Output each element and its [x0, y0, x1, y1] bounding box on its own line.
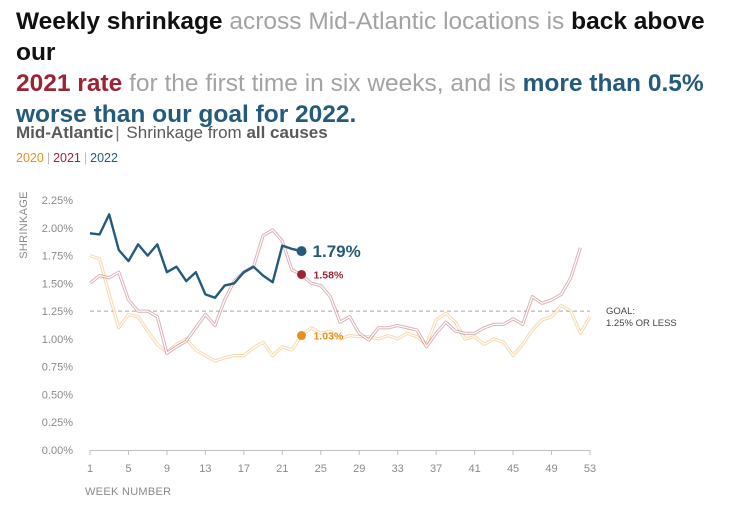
y-tick-label: 1.75%: [42, 251, 73, 263]
series-line-2021-core: [89, 229, 581, 354]
series-line-2022: [89, 213, 302, 299]
y-tick-label: 1.25%: [42, 306, 73, 318]
x-tick-label: 41: [468, 463, 480, 475]
legend-item-2020: 2020: [16, 151, 44, 165]
marker-label-2021: 1.58%: [314, 269, 344, 281]
marker-2020: [297, 331, 307, 341]
y-tick-label: 2.00%: [42, 223, 73, 235]
x-tick-label: 13: [199, 463, 211, 475]
marker-2021: [297, 269, 307, 279]
headline: Weekly shrinkage across Mid-Atlantic loc…: [16, 6, 736, 130]
x-tick-label: 49: [545, 463, 557, 475]
headline-part-2: across Mid-Atlantic locations is: [222, 8, 572, 35]
y-tick-label: 1.50%: [42, 278, 73, 290]
headline-part-7: more than 0.5% worse than our goal for 2…: [16, 70, 704, 128]
subtitle-text: Shrinkage from: [121, 123, 247, 142]
subtitle-separator: |: [115, 123, 120, 142]
series-2021: [88, 228, 582, 355]
x-tick-label: 17: [238, 463, 250, 475]
series-2022: [89, 213, 302, 299]
y-tick-label: 0.25%: [42, 417, 73, 429]
x-tick-label: 21: [276, 463, 288, 475]
series-2020: [89, 254, 592, 363]
series-layer: [88, 213, 592, 363]
goal-label: GOAL:: [606, 306, 635, 317]
y-axis-title: SHRINKAGE: [18, 191, 30, 259]
y-tick-label: 0.50%: [42, 389, 73, 401]
x-axis-ticks: 1 5 9 13 17 21 25 29 33 37 41 45 49 53: [87, 450, 596, 475]
headline-part-6: for the first time in six weeks, and is: [122, 70, 523, 97]
y-tick-label: 0.00%: [42, 445, 73, 457]
y-tick-label: 1.00%: [42, 334, 73, 346]
goal-label-value: 1.25% OR LESS: [606, 318, 677, 329]
x-tick-label: 29: [353, 463, 365, 475]
headline-part-5: 2021 rate: [16, 70, 123, 97]
legend-item-2022: 2022: [90, 151, 118, 165]
legend-item-2021: 2021: [53, 151, 81, 165]
legend-separator: |: [46, 151, 51, 165]
x-tick-label: 53: [584, 463, 596, 475]
headline-part-3: back above our: [16, 8, 705, 66]
legend-separator: |: [83, 151, 88, 165]
end-markers: 1.79% 1.58% 1.03%: [296, 242, 361, 343]
x-axis-title: WEEK NUMBER: [85, 486, 171, 498]
y-tick-label: 0.75%: [42, 362, 73, 374]
x-tick-label: 9: [164, 463, 170, 475]
series-line-2020-core: [89, 255, 591, 362]
x-tick-label: 5: [125, 463, 131, 475]
chart-legend: 2020 | 2021 | 2022: [16, 151, 118, 165]
marker-label-2020: 1.03%: [314, 331, 344, 343]
x-tick-label: 33: [392, 463, 404, 475]
headline-part-1: Weekly shrinkage: [16, 8, 223, 35]
y-tick-label: 2.25%: [42, 195, 73, 207]
marker-label-2022: 1.79%: [313, 242, 361, 261]
x-tick-label: 1: [87, 463, 93, 475]
chart-subtitle: Mid-Atlantic | Shrinkage from all causes: [16, 123, 328, 143]
x-tick-label: 25: [315, 463, 327, 475]
marker-2022: [296, 246, 307, 257]
subtitle-region: Mid-Atlantic: [16, 123, 114, 142]
x-tick-label: 45: [507, 463, 519, 475]
subtitle-emphasis: all causes: [246, 123, 328, 142]
x-tick-label: 37: [430, 463, 442, 475]
y-axis-ticks: 0.00% 0.25% 0.50% 0.75% 1.00% 1.25% 1.50% 1.75%…: [42, 195, 73, 457]
